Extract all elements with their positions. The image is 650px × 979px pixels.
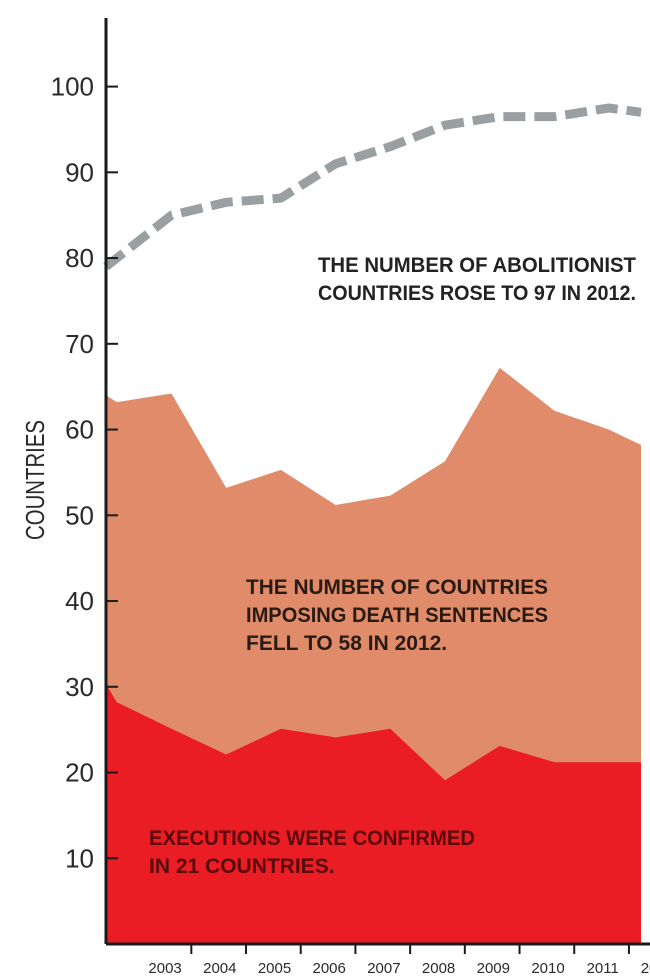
annotation-line: IMPOSING DEATH SENTENCES [246, 604, 548, 627]
x-tick-label: 2004 [203, 960, 236, 977]
y-tick-label: 100 [51, 72, 94, 102]
abolitionist-line [103, 103, 642, 271]
y-tick-label: 40 [65, 586, 94, 616]
y-ticks: 10 20 30 40 50 60 70 80 90 100 [51, 72, 118, 873]
x-tick-label: 2009 [477, 960, 510, 977]
x-tick-label: 2005 [258, 960, 291, 977]
annotation-line: COUNTRIES ROSE TO 97 IN 2012. [318, 282, 636, 305]
annotation-line: THE NUMBER OF ABOLITIONIST [318, 254, 636, 277]
executions-area [106, 684, 641, 944]
annotation-line: THE NUMBER OF COUNTRIES [246, 576, 548, 599]
x-tick-label: 2006 [313, 960, 346, 977]
y-tick-label: 20 [65, 758, 94, 788]
abolitionist-annotation: THE NUMBER OF ABOLITIONIST COUNTRIES ROSE… [318, 254, 636, 305]
x-tick-label: 2007 [367, 960, 400, 977]
executions-annotation: EXECUTIONS WERE CONFIRMED IN 21 COUNTRIES… [149, 827, 475, 878]
death-sentences-annotation: THE NUMBER OF COUNTRIES IMPOSING DEATH SE… [246, 576, 548, 655]
chart-lines [103, 103, 642, 271]
x-ticks: 2003 2004 2005 2006 2007 2008 2009 2010 2011 2012 [148, 944, 650, 977]
y-tick-label: 90 [65, 157, 94, 187]
y-tick-label: 80 [65, 243, 94, 273]
y-tick-label: 30 [65, 672, 94, 702]
x-tick-label: 2008 [422, 960, 455, 977]
y-tick-label: 10 [65, 843, 94, 873]
x-tick-label: 2003 [148, 960, 181, 977]
y-tick-label: 50 [65, 500, 94, 530]
annotation-line: EXECUTIONS WERE CONFIRMED [149, 827, 475, 850]
y-axis-label: COUNTRIES [20, 420, 50, 540]
chart-areas [106, 367, 641, 944]
annotations: THE NUMBER OF ABOLITIONIST COUNTRIES ROSE… [149, 254, 636, 878]
y-tick-label: 60 [65, 415, 94, 445]
annotation-line: FELL TO 58 IN 2012. [246, 632, 447, 655]
x-tick-label: 2012 [641, 960, 650, 977]
x-tick-label: 2011 [587, 960, 619, 977]
y-tick-label: 70 [65, 329, 94, 359]
annotation-line: IN 21 COUNTRIES. [149, 855, 335, 878]
x-tick-label: 2010 [531, 960, 564, 977]
